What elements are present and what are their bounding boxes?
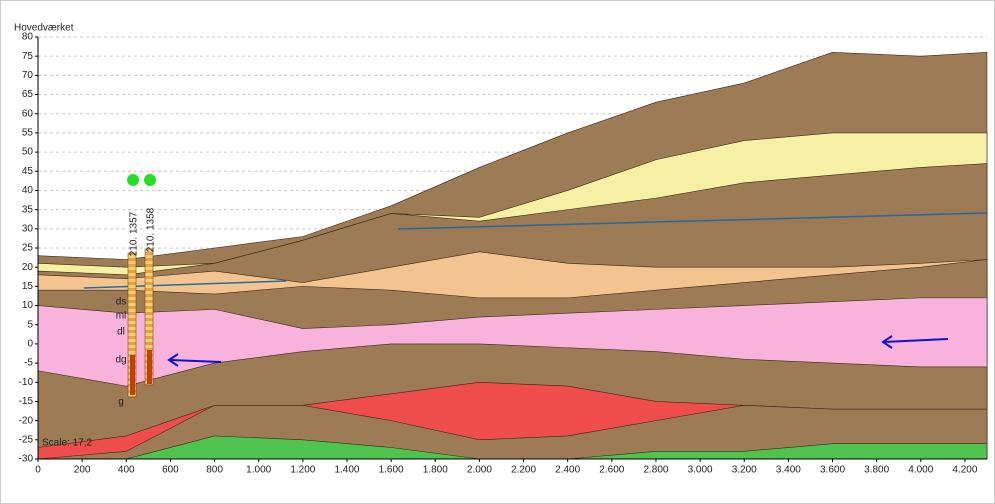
y-tick-label: 5	[27, 319, 33, 330]
scale-label: Scale: 17,2	[42, 438, 92, 449]
borehole-top	[127, 174, 139, 186]
x-tick-label: 2.600	[599, 465, 624, 476]
x-tick-label: 1.000	[246, 465, 271, 476]
y-tick-label: 15	[22, 281, 34, 292]
borehole-label: 210. 1357	[129, 211, 140, 256]
y-tick-label: 70	[22, 70, 34, 81]
x-tick-label: 3.400	[776, 465, 801, 476]
x-tick-label: 800	[206, 465, 223, 476]
y-tick-label: 35	[22, 204, 34, 215]
borehole-label: 210. 1358	[146, 207, 157, 252]
y-tick-label: 45	[22, 166, 34, 177]
y-tick-label: -30	[19, 454, 34, 465]
y-tick-label: -25	[19, 434, 34, 445]
x-tick-label: 1.600	[379, 465, 404, 476]
borehole-top	[144, 174, 156, 186]
x-tick-label: 600	[162, 465, 179, 476]
x-tick-label: 1.200	[290, 465, 315, 476]
y-tick-label: -10	[19, 377, 34, 388]
layer-code: ds	[116, 297, 127, 308]
x-tick-label: 200	[74, 465, 91, 476]
y-tick-label: -20	[19, 415, 34, 426]
x-tick-label: 3.000	[688, 465, 713, 476]
x-tick-label: 1.400	[334, 465, 359, 476]
layer-code: dg	[115, 355, 126, 366]
x-tick-label: 1.800	[423, 465, 448, 476]
x-tick-label: 2.800	[643, 465, 668, 476]
x-tick-label: 0	[35, 465, 41, 476]
y-tick-label: 75	[22, 51, 34, 62]
y-tick-label: 50	[22, 147, 34, 158]
x-tick-label: 4.200	[952, 465, 977, 476]
y-tick-label: 60	[22, 108, 34, 119]
y-tick-label: 30	[22, 223, 34, 234]
y-tick-label: 80	[22, 32, 34, 43]
layer-code: dl	[117, 327, 125, 338]
x-tick-label: 2.200	[511, 465, 536, 476]
x-tick-label: 3.600	[820, 465, 845, 476]
y-tick-label: 20	[22, 262, 34, 273]
layer-code: ml	[116, 311, 127, 322]
x-tick-label: 2.000	[467, 465, 492, 476]
y-tick-label: 55	[22, 128, 34, 139]
borehole-screen	[147, 350, 152, 384]
chart: Hovedværket -30-25-20-15-10-505101520253…	[0, 0, 995, 504]
borehole-screen	[130, 355, 135, 395]
x-tick-label: 2.400	[555, 465, 580, 476]
x-tick-label: 4.000	[908, 465, 933, 476]
y-tick-label: -15	[19, 396, 34, 407]
x-tick-label: 3.200	[732, 465, 757, 476]
y-tick-label: 0	[27, 339, 33, 350]
x-tick-label: 3.800	[864, 465, 889, 476]
y-tick-label: 40	[22, 185, 34, 196]
y-tick-label: 10	[22, 300, 34, 311]
x-tick-label: 400	[118, 465, 135, 476]
y-tick-label: 25	[22, 243, 34, 254]
layer-code: g	[118, 397, 124, 408]
y-tick-label: -5	[24, 358, 33, 369]
y-tick-label: 65	[22, 89, 34, 100]
